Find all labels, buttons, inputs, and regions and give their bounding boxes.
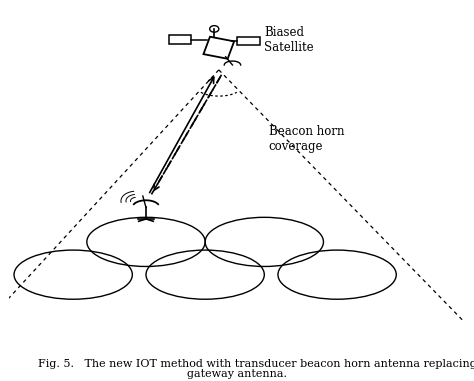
Bar	[237, 37, 260, 45]
Bar	[169, 35, 191, 44]
Text: Fig. 5.   The new IOT method with transducer beacon horn antenna replacing: Fig. 5. The new IOT method with transduc…	[38, 359, 474, 369]
Bar	[203, 37, 234, 59]
Text: gateway antenna.: gateway antenna.	[187, 369, 287, 379]
Text: Beacon horn
coverage: Beacon horn coverage	[269, 125, 344, 153]
Text: Biased
Satellite: Biased Satellite	[264, 26, 314, 54]
